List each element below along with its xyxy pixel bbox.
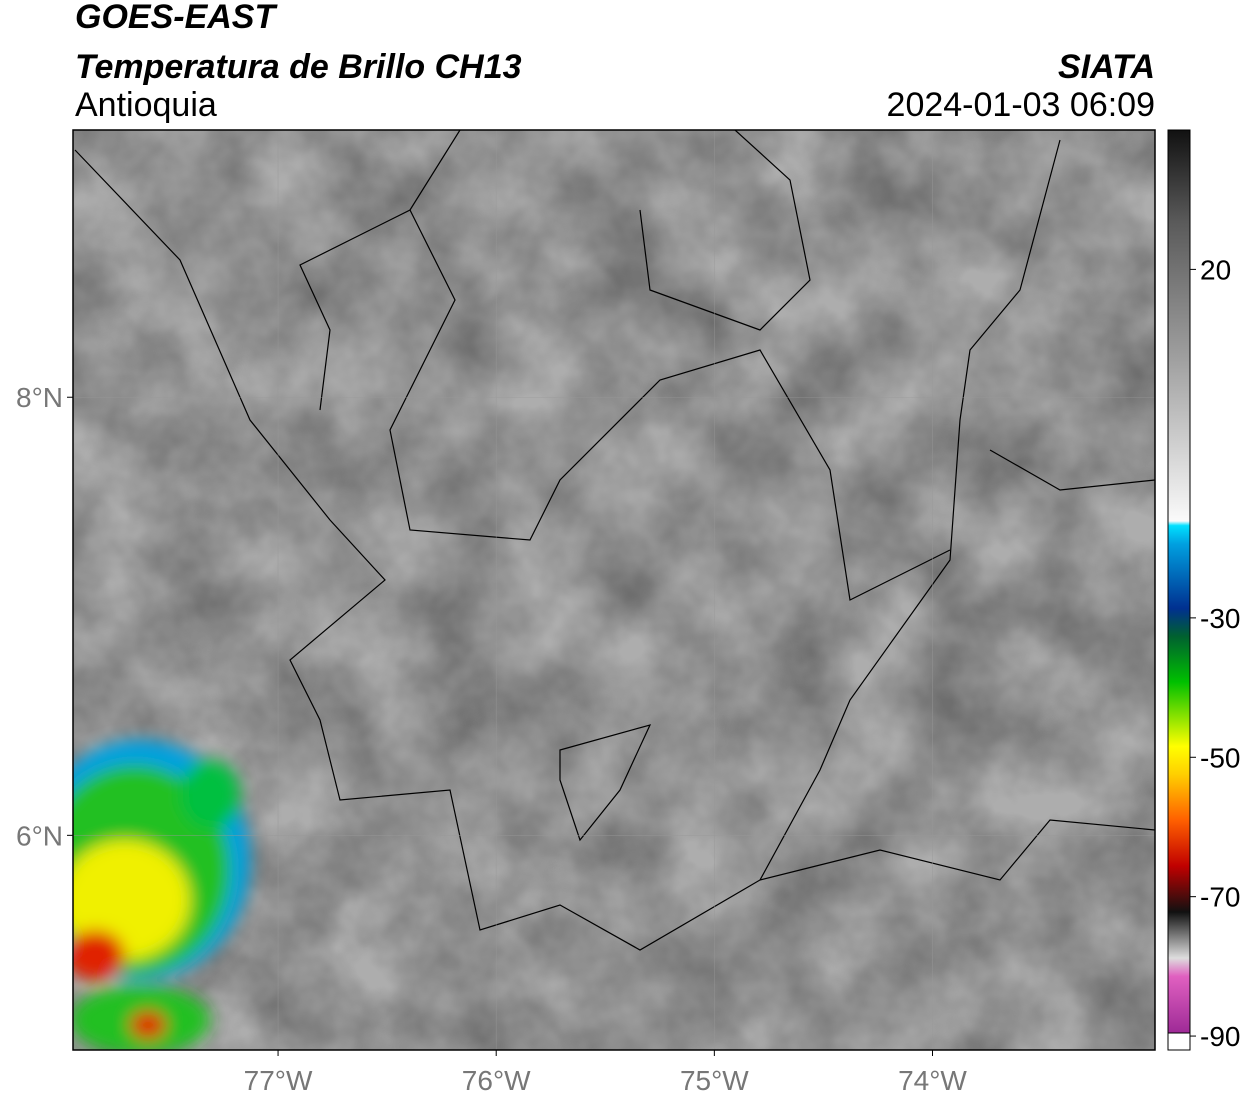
colorbar	[1167, 129, 1191, 1051]
map-frame	[72, 129, 1156, 1051]
colorbar-under	[1167, 1032, 1191, 1051]
y-tick-label: 6°N	[16, 820, 63, 851]
source: SIATA	[1058, 48, 1155, 86]
cloud-texture	[73, 130, 1155, 1050]
colorbar-tick-label: -50	[1200, 742, 1240, 773]
colorbar-tick-label: -70	[1200, 882, 1240, 913]
y-tick-label: 8°N	[16, 382, 63, 413]
colorbar-tick-label: -30	[1200, 603, 1240, 634]
cold-cloud	[73, 740, 250, 1050]
graticule	[73, 130, 1155, 1050]
x-tick-label: 75°W	[680, 1065, 749, 1096]
x-tick-label: 77°W	[244, 1065, 313, 1096]
datetime: 2024-01-03 06:09	[887, 86, 1155, 124]
x-tick-label: 74°W	[898, 1065, 967, 1096]
title: GOES-EAST	[75, 0, 278, 36]
subtitle: Temperatura de Brillo CH13	[75, 48, 522, 86]
x-tick-label: 76°W	[462, 1065, 531, 1096]
colorbar-tick-label: 20	[1200, 254, 1231, 285]
borders	[74, 130, 1155, 951]
region: Antioquia	[75, 86, 217, 124]
map-image	[73, 130, 1155, 1050]
colorbar-tick-label: -90	[1200, 1021, 1240, 1052]
